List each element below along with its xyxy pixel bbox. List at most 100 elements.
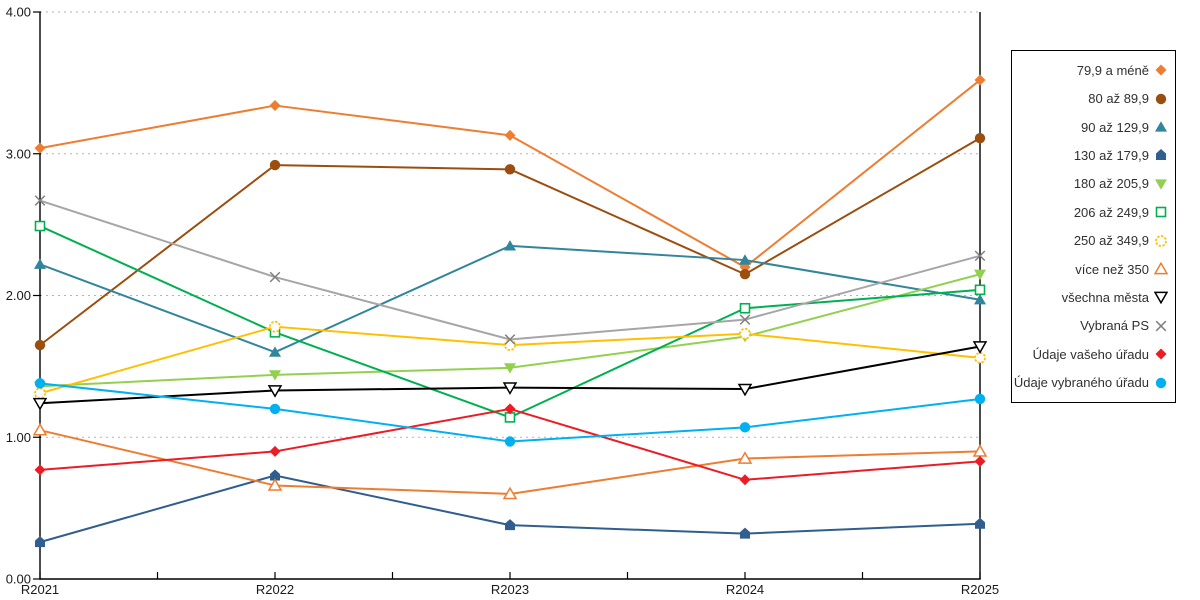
legend-label: 130 až 179,9 — [1073, 147, 1149, 163]
marker-diamond-icon — [269, 100, 281, 112]
legend-marker-square-open-icon — [1155, 206, 1167, 218]
legend-marker-triangle-up-open-icon — [1154, 262, 1168, 275]
marker-circle-icon — [974, 393, 986, 405]
marker-diamond-icon — [739, 474, 751, 486]
marker-circle-icon — [1155, 93, 1167, 104]
plot-area: 0.00 1.00 2.00 3.00 4.00 R2021 R2022 R2023 R2024… — [6, 5, 999, 598]
marker-circle-icon — [34, 339, 46, 351]
legend-label: 79,9 a méně — [1076, 62, 1149, 78]
legend-item-10: Údaje vašeho úřadu — [1016, 347, 1168, 361]
legend-marker-circle-icon — [1155, 93, 1167, 104]
marker-triangle-down-icon — [1155, 179, 1167, 190]
marker-pentagon-icon — [35, 536, 45, 548]
marker-circle-icon — [739, 422, 751, 433]
marker-circle-icon — [1155, 377, 1167, 388]
legend-marker-triangle-up-icon — [1155, 121, 1167, 132]
marker-square-open-icon — [739, 302, 751, 314]
marker-pentagon-icon — [270, 469, 280, 481]
marker-diamond-icon — [504, 129, 516, 141]
marker-diamond-icon — [34, 142, 46, 154]
legend-marker-triangle-down-icon — [1155, 179, 1167, 190]
x-tick-label: R2024 — [726, 582, 764, 597]
marker-circle-icon — [504, 164, 516, 175]
legend-label: všechna města — [1061, 289, 1149, 305]
legend-item-2: 90 až 129,9 — [1016, 120, 1168, 134]
x-tick-label: R2021 — [21, 582, 59, 597]
legend-item-6: 250 až 349,9 — [1016, 234, 1168, 248]
marker-triangle-down-open-icon — [502, 382, 518, 395]
marker-square-open-icon — [974, 284, 986, 296]
marker-pentagon-icon — [505, 519, 515, 531]
marker-diamond-icon — [504, 403, 516, 415]
legend-label: 250 až 349,9 — [1073, 233, 1149, 249]
legend-item-4: 180 až 205,9 — [1016, 177, 1168, 191]
series-6 — [34, 320, 986, 400]
legend: 79,9 a méně 80 až 89,9 90 až 129,9 130 až 1… — [1011, 50, 1176, 403]
legend-marker-triangle-down-open-icon — [1154, 292, 1168, 305]
x-tick-label: R2022 — [256, 582, 294, 597]
marker-circle-open-dashed-icon — [504, 339, 516, 352]
legend-label: více než 350 — [1075, 261, 1149, 277]
series-line — [39, 244, 981, 354]
y-tick-label: 4.00 — [6, 5, 31, 20]
marker-triangle-up-icon — [1155, 121, 1167, 132]
legend-label: Údaje vybraného úřadu — [1013, 375, 1149, 391]
series-1 — [34, 132, 986, 351]
marker-triangle-down-open-icon — [1154, 292, 1168, 305]
marker-circle-icon — [739, 269, 751, 280]
series-0 — [34, 74, 986, 273]
marker-triangle-down-icon — [974, 269, 986, 281]
series-10 — [34, 403, 986, 486]
series-line — [39, 474, 981, 544]
marker-triangle-down-icon — [269, 370, 281, 381]
marker-x-cross-icon — [1155, 320, 1167, 332]
marker-circle-open-dashed-icon — [1155, 234, 1167, 247]
series-9 — [34, 195, 986, 345]
marker-triangle-down-icon — [504, 363, 516, 374]
marker-triangle-up-icon — [739, 254, 751, 265]
legend-label: 90 až 129,9 — [1081, 119, 1149, 135]
marker-diamond-icon — [269, 445, 281, 457]
marker-pentagon-icon — [1156, 149, 1166, 161]
marker-triangle-up-icon — [504, 240, 516, 251]
marker-triangle-up-open-icon — [1154, 262, 1168, 275]
marker-x-cross-icon — [974, 250, 986, 262]
y-tick-label: 1.00 — [6, 430, 31, 445]
marker-triangle-up-open-icon — [502, 486, 518, 500]
legend-item-1: 80 až 89,9 — [1016, 92, 1168, 106]
marker-triangle-down-open-icon — [972, 341, 988, 354]
marker-x-cross-icon — [34, 195, 46, 206]
marker-pentagon-icon — [975, 517, 985, 529]
y-tick-label: 2.00 — [6, 288, 31, 303]
marker-triangle-up-icon — [34, 258, 46, 269]
legend-marker-x-cross-icon — [1155, 320, 1167, 332]
legend-item-0: 79,9 a méně — [1016, 63, 1168, 77]
marker-x-cross-icon — [504, 334, 516, 345]
legend-item-9: Vybraná PS — [1016, 319, 1168, 333]
marker-triangle-up-icon — [974, 293, 986, 305]
marker-diamond-icon — [34, 464, 46, 476]
marker-pentagon-icon — [740, 527, 750, 539]
marker-circle-icon — [974, 132, 986, 144]
series-line — [39, 199, 981, 341]
y-tick-label: 3.00 — [6, 146, 31, 161]
series-2 — [34, 240, 986, 357]
legend-label: 206 až 249,9 — [1073, 204, 1149, 220]
marker-circle-icon — [34, 378, 46, 389]
x-tick-label: R2025 — [961, 582, 999, 597]
legend-label: 80 až 89,9 — [1088, 91, 1149, 107]
marker-circle-open-dashed-icon — [974, 351, 986, 364]
series-7 — [32, 422, 988, 500]
marker-diamond-icon — [974, 74, 986, 86]
marker-circle-icon — [504, 436, 516, 447]
legend-marker-diamond-icon — [1155, 348, 1167, 360]
legend-item-8: všechna města — [1016, 289, 1168, 305]
series-8 — [32, 341, 988, 411]
series-11 — [34, 378, 986, 447]
marker-triangle-down-open-icon — [737, 383, 753, 397]
marker-circle-open-dashed-icon — [34, 387, 46, 400]
legend-item-11: Údaje vybraného úřadu — [1013, 375, 1168, 391]
marker-square-open-icon — [34, 220, 46, 232]
legend-item-3: 130 až 179,9 — [1016, 148, 1168, 162]
marker-diamond-icon — [1155, 64, 1167, 76]
